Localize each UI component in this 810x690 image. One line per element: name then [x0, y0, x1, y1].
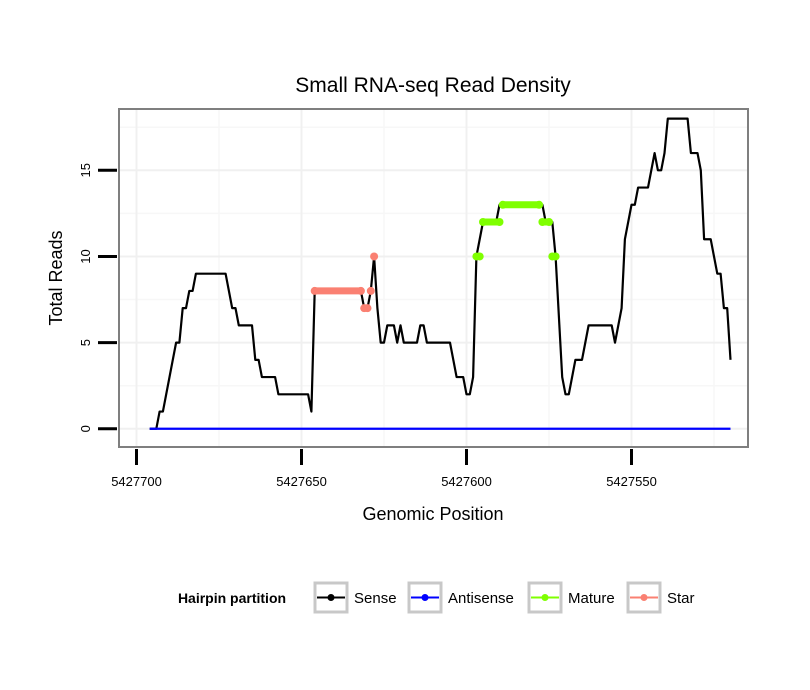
series-star-point: [370, 252, 379, 261]
legend-title: Hairpin partition: [178, 590, 286, 606]
series-mature-point: [479, 218, 487, 226]
y-axis-label: Total Reads: [46, 230, 66, 325]
y-tick-label: 15: [78, 163, 93, 177]
legend-key-star-dot: [640, 594, 648, 601]
series-mature-point: [475, 252, 484, 261]
y-tick-label: 0: [78, 425, 93, 432]
x-tick-label: 5427700: [111, 474, 162, 489]
x-tick-label: 5427650: [276, 474, 327, 489]
x-axis: 5427700 5427650 5427600 5427550: [111, 449, 657, 489]
y-axis: 0 5 10 15: [78, 163, 117, 432]
series-star-point: [310, 286, 319, 295]
legend-key-antisense-dot: [421, 594, 429, 601]
legend-label-star: Star: [667, 590, 695, 607]
series-mature-point: [551, 252, 560, 261]
series-mature-point: [498, 200, 507, 209]
y-tick-label: 5: [78, 339, 93, 346]
legend-label-antisense: Antisense: [448, 590, 514, 607]
series-layer: [149, 117, 732, 430]
x-tick-label: 5427550: [606, 474, 657, 489]
legend-key-mature-dot: [541, 594, 549, 601]
x-tick-label: 5427600: [441, 474, 492, 489]
x-axis-label: Genomic Position: [362, 504, 503, 524]
legend-label-mature: Mature: [568, 590, 615, 607]
plot-panel: [118, 108, 749, 448]
series-star-point: [363, 304, 372, 313]
series-mature-point: [545, 218, 553, 226]
series-mature-point: [538, 218, 547, 226]
legend-key-sense-dot: [327, 594, 335, 601]
series-star-point: [356, 286, 365, 295]
legend: Hairpin partition Sense Antisense Mature…: [178, 581, 695, 614]
y-tick-label: 10: [78, 249, 93, 263]
series-mature-point: [495, 218, 504, 226]
chart-title: Small RNA-seq Read Density: [295, 74, 571, 97]
series-mature-point: [535, 200, 544, 209]
series-sense-line: [149, 117, 732, 430]
legend-label-sense: Sense: [354, 590, 397, 607]
series-star-point: [366, 286, 375, 295]
